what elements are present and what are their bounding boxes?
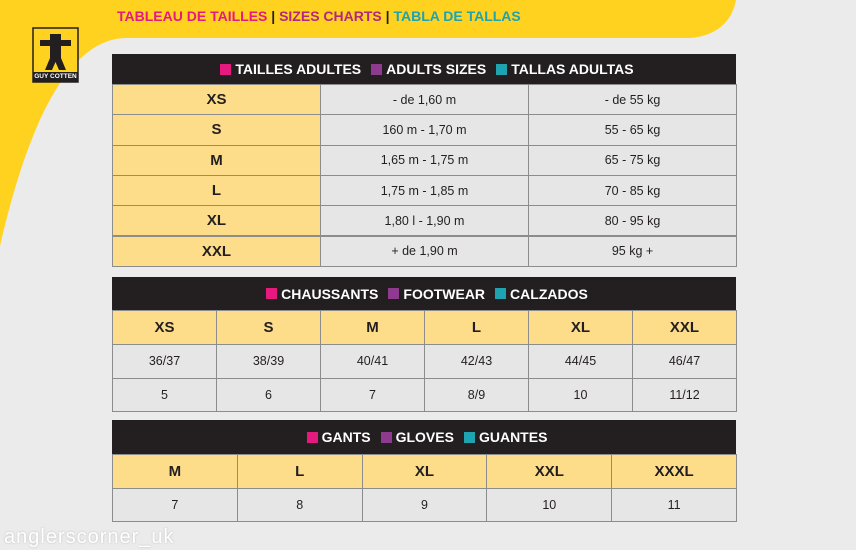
heading: TALLAS ADULTAS xyxy=(511,61,634,77)
value-cell: 40/41 xyxy=(320,344,425,379)
size-cell: M xyxy=(112,144,321,176)
value-cell: 46/47 xyxy=(632,344,737,379)
value-cell: 1,75 m - 1,85 m xyxy=(320,174,529,207)
heading: FOOTWEAR xyxy=(403,285,486,302)
value-cell: 7 xyxy=(320,377,425,412)
table-header: CHAUSSANTS FOOTWEAR CALZADOS xyxy=(112,277,736,310)
value-cell: + de 1,90 m xyxy=(320,235,529,267)
heading: ADULTS SIZES xyxy=(386,61,487,77)
size-cell: XS xyxy=(112,310,217,345)
color-square xyxy=(463,431,475,443)
separator: | xyxy=(385,8,390,24)
size-cell: XXXL xyxy=(611,454,737,489)
size-cell: S xyxy=(216,310,321,345)
size-cell: L xyxy=(112,174,321,207)
value-cell: 11/12 xyxy=(632,377,737,412)
size-cell: XXL xyxy=(632,310,737,345)
color-square xyxy=(380,431,392,443)
value-cell: 44/45 xyxy=(528,344,633,379)
color-square xyxy=(266,288,278,299)
size-cell: L xyxy=(424,310,529,345)
table-header: GANTS GLOVES GUANTES xyxy=(112,420,736,454)
size-cell: XL xyxy=(361,454,488,489)
value-cell: 5 xyxy=(112,377,217,412)
page-title: TABLEAU DE TAILLES | SIZES CHARTS | TABL… xyxy=(117,8,521,24)
value-cell: - de 55 kg xyxy=(528,84,737,116)
heading: GANTS xyxy=(321,429,371,445)
size-cell: XS xyxy=(112,84,321,116)
value-cell: 36/37 xyxy=(112,344,217,379)
value-cell: 9 xyxy=(361,488,488,522)
value-cell: 65 - 75 kg xyxy=(528,144,737,176)
size-cell: M xyxy=(320,310,425,345)
value-cell: 10 xyxy=(486,488,613,522)
color-square xyxy=(306,431,318,443)
heading: GUANTES xyxy=(478,429,548,445)
size-cell: S xyxy=(112,114,321,146)
color-square xyxy=(495,288,507,299)
value-cell: 95 kg + xyxy=(528,235,737,267)
size-cell: XL xyxy=(528,310,633,345)
color-square xyxy=(388,288,400,299)
value-cell: 8 xyxy=(236,488,363,522)
title-en: SIZES CHARTS xyxy=(279,8,382,24)
size-cell: L xyxy=(236,454,363,489)
value-cell: 11 xyxy=(611,488,737,522)
value-cell: 1,80 l - 1,90 m xyxy=(320,205,529,237)
value-cell: 1,65 m - 1,75 m xyxy=(320,144,529,176)
heading: CALZADOS xyxy=(510,285,588,302)
title-fr: TABLEAU DE TAILLES xyxy=(117,8,268,24)
value-cell: 6 xyxy=(216,377,321,412)
size-cell: XXL xyxy=(112,235,321,267)
color-square xyxy=(371,63,383,75)
value-cell: 70 - 85 kg xyxy=(528,174,737,207)
color-square xyxy=(220,63,232,75)
size-cell: M xyxy=(112,454,238,489)
title-es: TABLA DE TALLAS xyxy=(393,8,521,24)
value-cell: 10 xyxy=(528,377,633,412)
color-square xyxy=(496,63,508,75)
heading: CHAUSSANTS xyxy=(281,285,379,302)
value-cell: 80 - 95 kg xyxy=(528,205,737,237)
value-cell: 42/43 xyxy=(424,344,529,379)
value-cell: 55 - 65 kg xyxy=(528,114,737,146)
separator: | xyxy=(271,8,276,24)
value-cell: 8/9 xyxy=(424,377,529,412)
size-cell: XXL xyxy=(486,454,613,489)
heading: GLOVES xyxy=(395,429,454,445)
heading: TAILLES ADULTES xyxy=(235,61,362,77)
logo-text: GUY COTTEN xyxy=(34,73,77,80)
value-cell: - de 1,60 m xyxy=(320,84,529,116)
value-cell: 38/39 xyxy=(216,344,321,379)
value-cell: 7 xyxy=(112,488,238,522)
table-header: TAILLES ADULTES ADULTS SIZES TALLAS ADULTA… xyxy=(112,54,736,84)
size-cell: XL xyxy=(112,205,321,237)
value-cell: 160 m - 1,70 m xyxy=(320,114,529,146)
watermark: anglerscorner_uk xyxy=(4,526,175,548)
